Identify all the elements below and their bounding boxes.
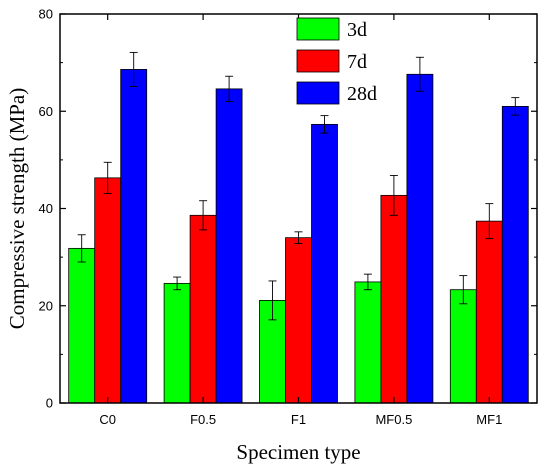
- legend-item-3d: 3d: [296, 17, 367, 41]
- bar-3d-MF0.5: [354, 281, 382, 404]
- legend-label-7d: 7d: [347, 51, 367, 73]
- x-tick-label: MF1: [476, 412, 502, 427]
- legend-swatch-28d: [296, 81, 340, 105]
- y-axis: 0 20 40 60 80: [39, 7, 537, 411]
- bar-28d-F0.5: [215, 88, 243, 404]
- x-axis: C0 F0.5 F1 MF0.5 MF1: [99, 14, 502, 427]
- y-tick-label: 40: [39, 201, 53, 216]
- bar-7d-MF1: [475, 220, 503, 404]
- legend-swatch-7d: [296, 49, 340, 73]
- bar-7d-MF0.5: [380, 194, 408, 404]
- y-tick-label: 20: [39, 298, 53, 313]
- y-tick-label: 60: [39, 104, 53, 119]
- legend-swatch-3d: [296, 17, 340, 41]
- legend-item-28d: 28d: [296, 81, 377, 105]
- error-bar-7d-F0.5: [199, 200, 208, 231]
- legend-item-7d: 7d: [296, 49, 367, 73]
- error-bar-3d-C0: [77, 234, 86, 263]
- bar-3d-F0.5: [163, 282, 191, 404]
- error-bar-28d-MF0.5: [415, 56, 424, 92]
- bar-7d-F0.5: [189, 214, 217, 404]
- error-bar-28d-F1: [320, 115, 329, 134]
- x-tick-label: C0: [99, 412, 116, 427]
- error-bar-3d-F0.5: [173, 276, 182, 291]
- error-bar-28d-MF1: [511, 97, 520, 116]
- error-bars-layer: [77, 51, 520, 321]
- error-bar-28d-C0: [129, 51, 138, 87]
- bar-7d-F1: [285, 237, 312, 404]
- bar-28d-MF1: [501, 105, 529, 404]
- error-bar-7d-MF0.5: [389, 174, 398, 216]
- error-bar-7d-C0: [103, 161, 112, 194]
- legend: 3d 7d 28d: [296, 17, 377, 105]
- bar-3d-C0: [68, 247, 96, 404]
- y-tick-label: 80: [39, 7, 53, 22]
- x-axis-title: Specimen type: [236, 440, 360, 464]
- bars-layer: [68, 69, 529, 404]
- error-bar-3d-MF1: [459, 275, 468, 305]
- x-tick-label: F1: [291, 412, 306, 427]
- legend-label-3d: 3d: [347, 19, 367, 41]
- x-tick-label: F0.5: [190, 412, 216, 427]
- error-bar-3d-MF0.5: [363, 273, 372, 291]
- bar-28d-C0: [120, 69, 148, 404]
- legend-label-28d: 28d: [347, 83, 377, 105]
- error-bar-28d-F0.5: [225, 75, 234, 102]
- error-bar-3d-F1: [268, 280, 277, 321]
- x-tick-label: MF0.5: [375, 412, 412, 427]
- bar-3d-MF1: [449, 289, 477, 404]
- error-bar-7d-MF1: [485, 203, 494, 240]
- bar-7d-C0: [94, 177, 122, 404]
- bar-28d-MF0.5: [406, 73, 434, 404]
- y-tick-label: 0: [46, 396, 53, 411]
- error-bar-7d-F1: [294, 231, 303, 244]
- y-axis-title: Compressive strength (MPa): [5, 88, 29, 329]
- bar-28d-F1: [311, 123, 338, 404]
